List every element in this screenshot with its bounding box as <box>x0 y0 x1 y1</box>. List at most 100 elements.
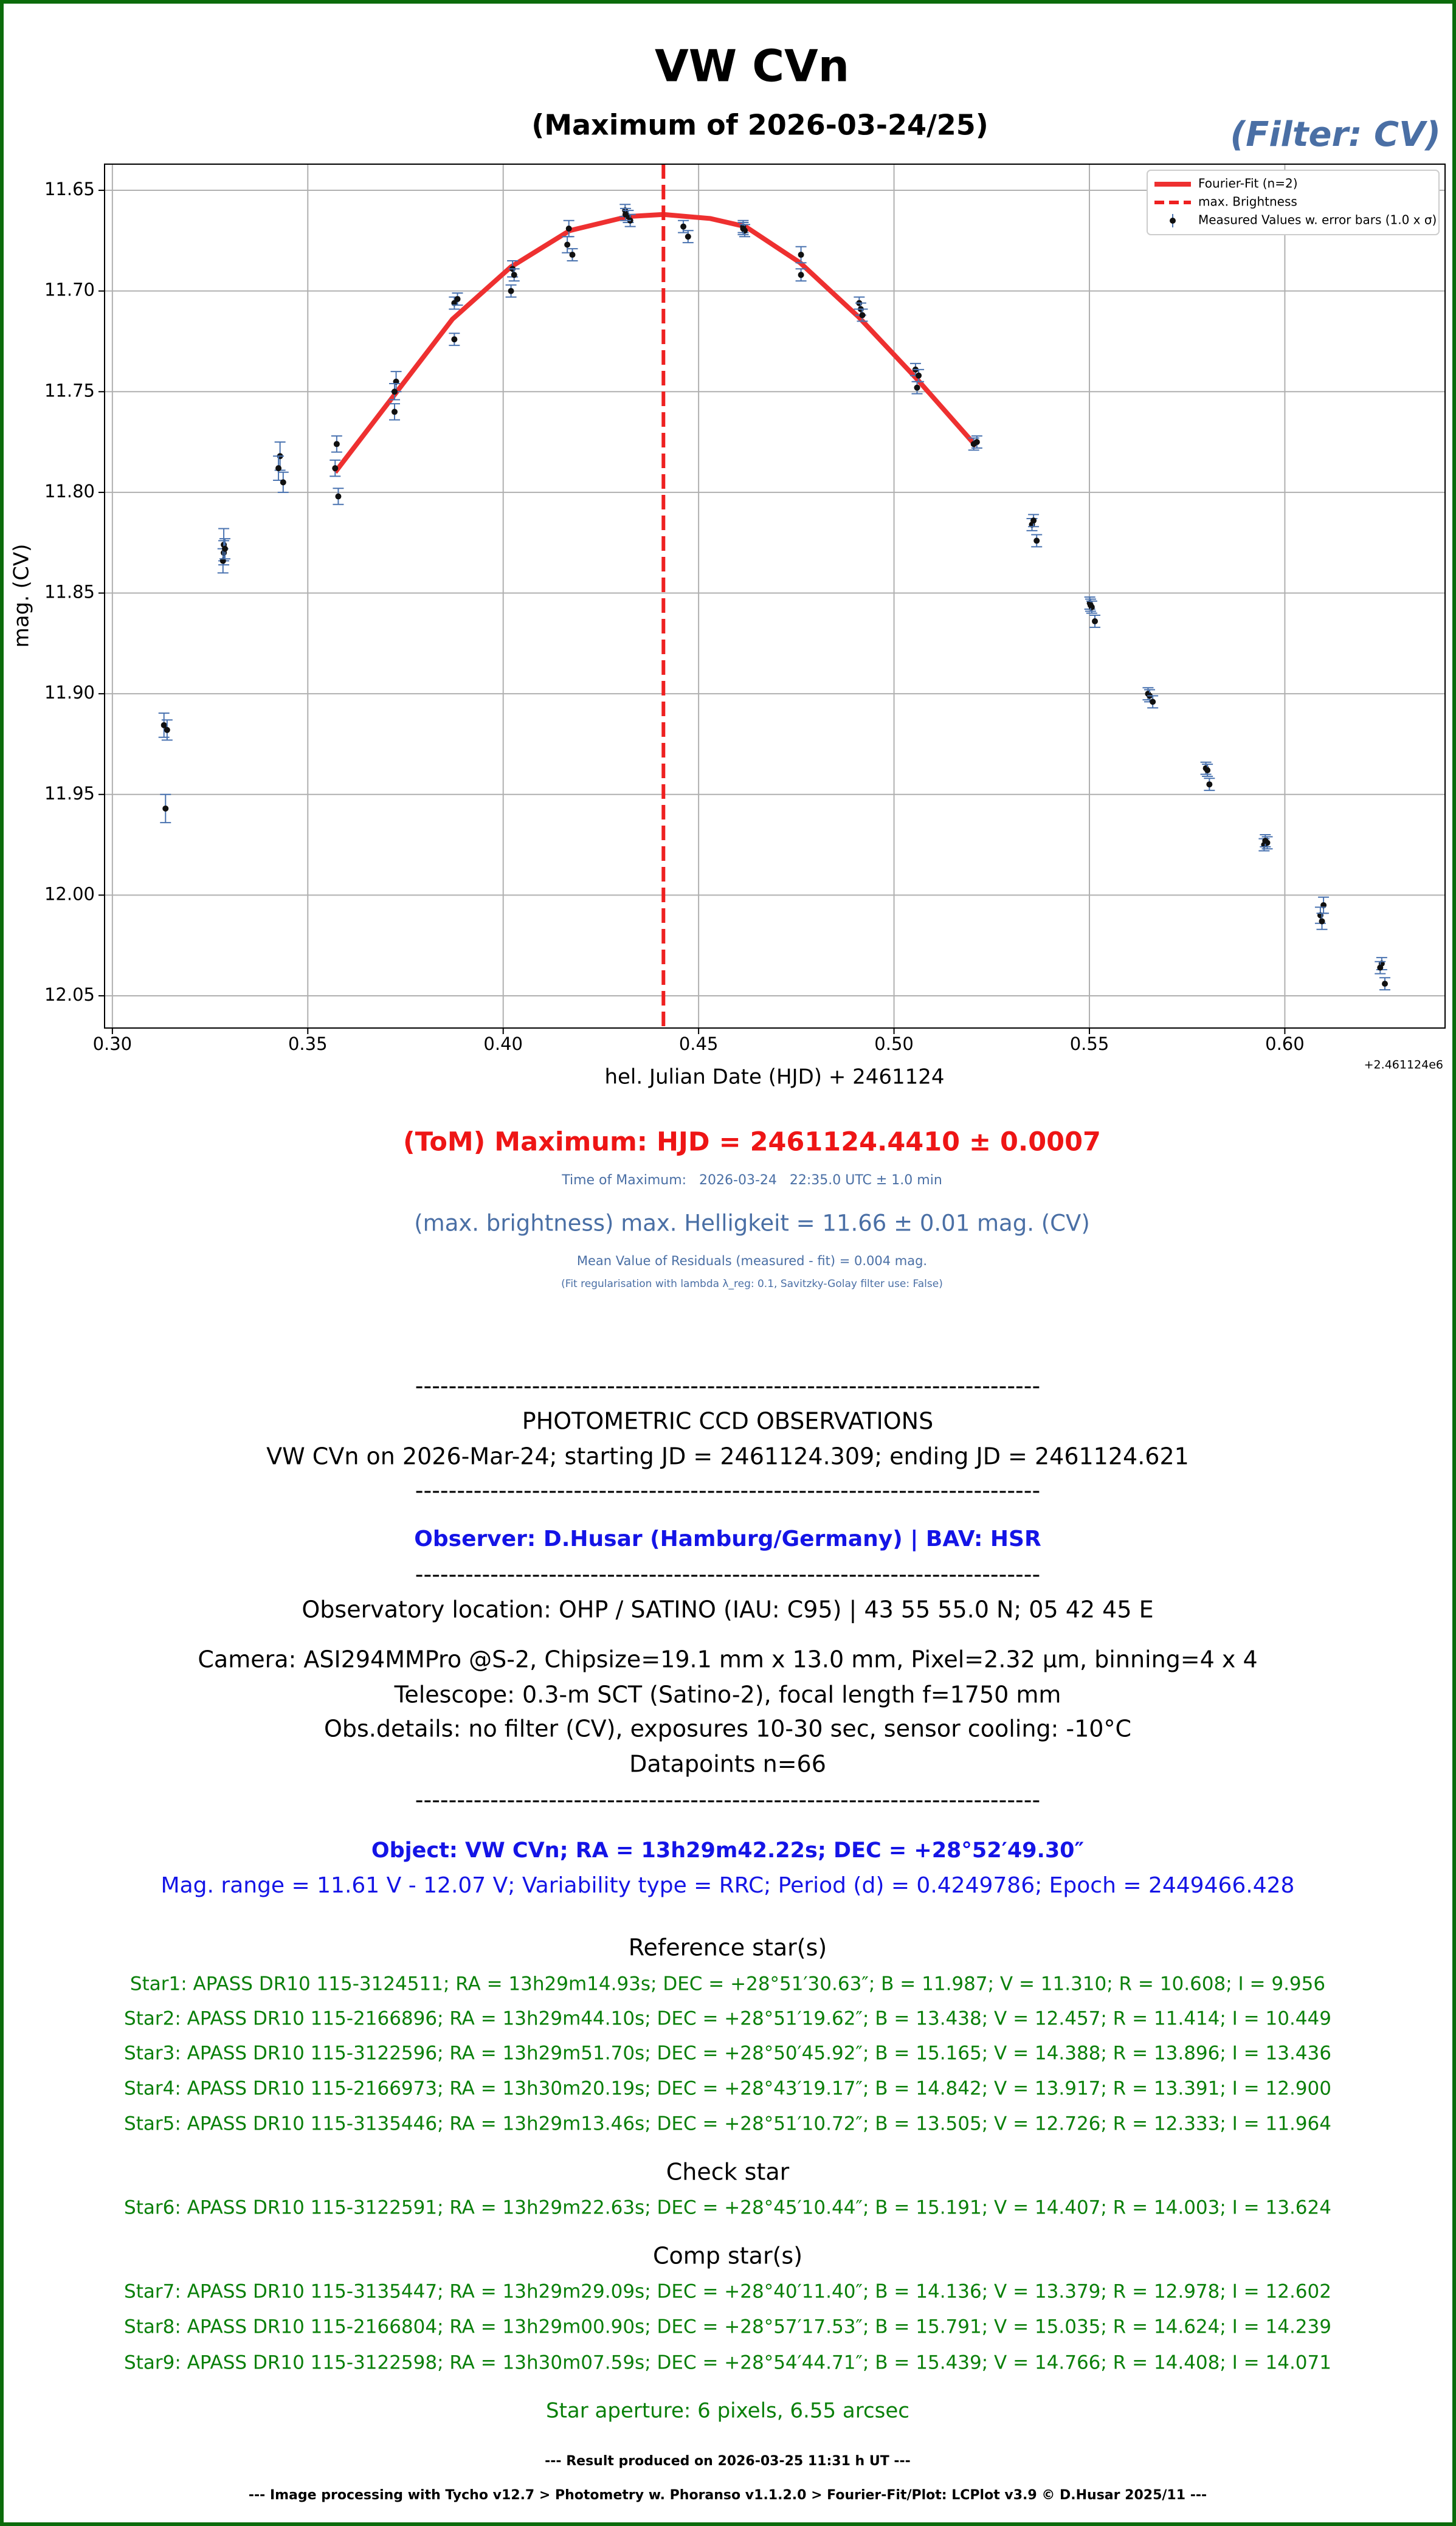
measurement <box>219 538 230 560</box>
data-point <box>798 272 804 278</box>
data-point <box>392 409 398 415</box>
data-point <box>392 388 398 395</box>
measurement <box>277 471 289 493</box>
measurement <box>449 333 460 347</box>
y-tick-label: 12.00 <box>44 883 95 904</box>
data-point <box>569 252 576 258</box>
measurement <box>452 292 463 306</box>
reference-star: Star2: APASS DR10 115-2166896; RA = 13h2… <box>124 2008 1331 2030</box>
observatory: Observatory location: OHP / SATINO (IAU:… <box>302 1596 1153 1624</box>
data-point <box>451 336 458 343</box>
measurement <box>567 248 578 261</box>
processing-note: --- Image processing with Tycho v12.7 > … <box>249 2488 1207 2503</box>
data-point <box>1150 699 1156 705</box>
data-point <box>1377 964 1384 971</box>
reference-star: Star5: APASS DR10 115-3135446; RA = 13h2… <box>124 2113 1331 2135</box>
comp-star: Star7: APASS DR10 115-3135447; RA = 13h2… <box>124 2281 1331 2303</box>
data-point <box>1204 767 1211 774</box>
data-point <box>1092 618 1098 624</box>
y-tick-label: 11.90 <box>44 682 95 703</box>
observer: Observer: D.Husar (Hamburg/Germany) | BA… <box>414 1527 1041 1551</box>
legend-swatch <box>1170 218 1176 224</box>
mag-range: Mag. range = 11.61 V - 12.07 V; Variabil… <box>161 1873 1295 1898</box>
measurement <box>1375 961 1386 975</box>
measurement <box>562 236 573 254</box>
section-title: PHOTOMETRIC CCD OBSERVATIONS <box>522 1408 933 1435</box>
comp-title: Comp star(s) <box>653 2243 802 2269</box>
data-point <box>1206 781 1213 788</box>
data-point <box>162 805 169 812</box>
measurement <box>737 222 749 235</box>
datapoints: Datapoints n=66 <box>629 1751 826 1778</box>
comp-star: Star8: APASS DR10 115-2166804; RA = 13h2… <box>124 2316 1331 2338</box>
measurement <box>1379 977 1390 991</box>
filter-label: (Filter: CV) <box>1230 115 1441 154</box>
x-tick-label: 0.55 <box>1070 1034 1109 1054</box>
reference-star: Star1: APASS DR10 115-3124511; RA = 13h2… <box>130 1973 1325 1995</box>
tom-result: (ToM) Maximum: HJD = 2461124.4410 ± 0.00… <box>403 1127 1101 1158</box>
regularisation: (Fit regularisation with lambda λ_reg: 0… <box>561 1278 943 1290</box>
data-point <box>160 722 167 728</box>
x-tick-label: 0.35 <box>288 1034 328 1054</box>
reference-title: Reference star(s) <box>629 1934 827 1961</box>
measurement <box>273 455 285 481</box>
data-point <box>916 372 922 379</box>
y-tick-label: 11.85 <box>44 582 95 602</box>
measurement <box>971 435 982 449</box>
x-offset-label: +2.461124e6 <box>1364 1058 1443 1072</box>
measurement <box>505 284 517 298</box>
reference-star: Star3: APASS DR10 115-3122596; RA = 13h2… <box>124 2043 1331 2065</box>
data-point <box>164 726 170 733</box>
data-point <box>222 545 228 552</box>
measurement <box>161 719 173 741</box>
x-axis-label: hel. Julian Date (HJD) + 2461124 <box>604 1065 944 1089</box>
data-point <box>333 441 340 447</box>
y-tick-label: 12.05 <box>44 984 95 1005</box>
data-point <box>511 272 517 278</box>
measurement <box>1085 598 1096 612</box>
y-tick-label: 11.80 <box>44 481 95 502</box>
chart-subtitle: (Maximum of 2026-03-24/25) <box>531 109 988 142</box>
y-tick-label: 11.75 <box>44 380 95 401</box>
plot-area <box>105 164 1445 1028</box>
data-point <box>1262 837 1269 844</box>
comp-star: Star9: APASS DR10 115-3122598; RA = 13h3… <box>124 2352 1331 2374</box>
data-point <box>508 288 514 294</box>
y-tick-label: 11.65 <box>44 179 95 199</box>
measurement <box>331 435 342 453</box>
x-tick-label: 0.50 <box>874 1034 914 1054</box>
measurement <box>795 246 807 264</box>
aperture: Star aperture: 6 pixels, 6.55 arcsec <box>546 2399 909 2423</box>
data-point <box>622 211 629 218</box>
x-tick-label: 0.45 <box>679 1034 719 1054</box>
check-star: Star6: APASS DR10 115-3122591; RA = 13h2… <box>124 2197 1331 2219</box>
obs-details: Obs.details: no filter (CV), exposures 1… <box>324 1716 1131 1742</box>
y-tick-label: 11.70 <box>44 280 95 300</box>
reference-star: Star4: APASS DR10 115-2166973; RA = 13h3… <box>124 2078 1331 2100</box>
object: Object: VW CVn; RA = 13h29m42.22s; DEC =… <box>371 1838 1084 1863</box>
measurement <box>1031 534 1043 548</box>
residuals: Mean Value of Residuals (measured - fit)… <box>577 1254 927 1268</box>
legend-label: Measured Values w. error bars (1.0 x σ) <box>1198 213 1437 227</box>
measurement <box>857 308 868 322</box>
data-point <box>565 225 572 232</box>
data-point <box>685 233 691 240</box>
x-tick-label: 0.40 <box>483 1034 523 1054</box>
data-point <box>1033 537 1040 544</box>
measurement <box>1260 834 1271 847</box>
data-point <box>859 312 866 319</box>
measurement <box>682 230 694 244</box>
result-note: --- Result produced on 2026-03-25 11:31 … <box>545 2454 911 2469</box>
data-point <box>798 252 804 258</box>
data-point <box>740 225 747 232</box>
data-point <box>914 384 920 391</box>
data-point <box>1087 602 1094 609</box>
telescope: Telescope: 0.3-m SCT (Satino-2), focal l… <box>394 1682 1061 1708</box>
check-title: Check star <box>666 2159 790 2186</box>
data-point <box>1382 981 1388 987</box>
data-point <box>1030 517 1037 524</box>
data-point <box>332 465 339 472</box>
legend-box <box>1147 170 1440 235</box>
measurement <box>795 268 807 282</box>
